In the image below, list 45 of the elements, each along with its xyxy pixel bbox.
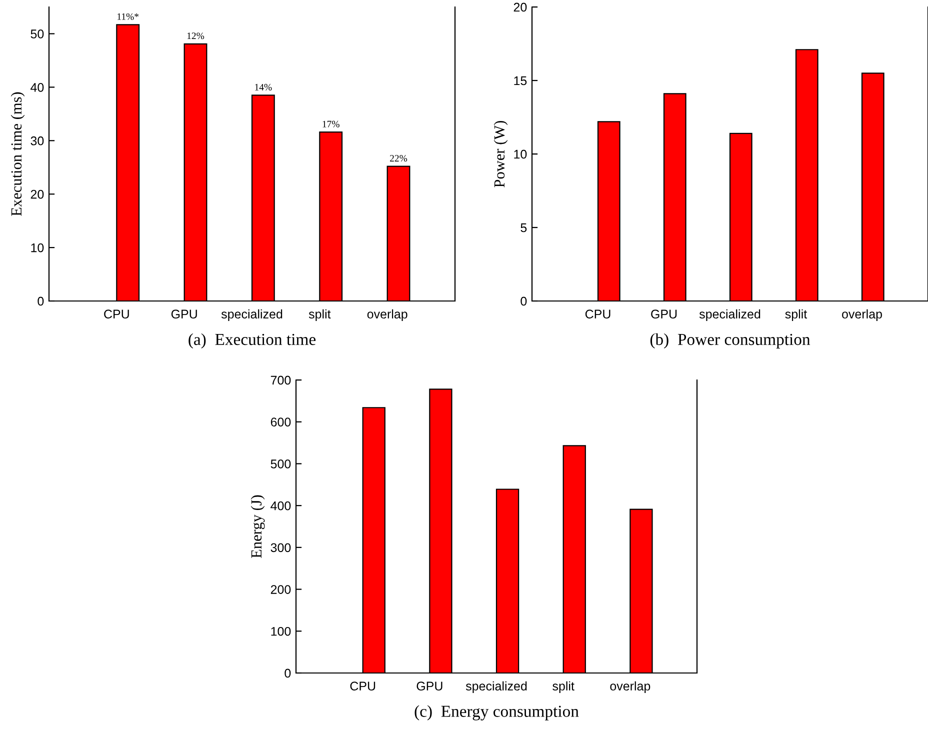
x-tick-label: overlap bbox=[842, 309, 882, 321]
y-tick-label: 5 bbox=[520, 223, 527, 232]
y-tick-label: 40 bbox=[30, 82, 44, 92]
y-tick-label: 0 bbox=[284, 668, 291, 678]
x-tick-label: overlap bbox=[610, 681, 650, 693]
x-tick-label: GPU bbox=[416, 682, 442, 691]
y-tick-label: 200 bbox=[270, 585, 291, 594]
y-tick-label: 50 bbox=[30, 30, 44, 38]
x-tick-label: split bbox=[552, 681, 574, 693]
text: (c) Energy consumption bbox=[414, 705, 579, 720]
x-tick-label: GPU bbox=[651, 310, 677, 319]
x-tick-label: specialized bbox=[699, 309, 760, 321]
y-tick-label: 0 bbox=[520, 296, 527, 306]
y-tick-label: 10 bbox=[514, 150, 527, 159]
y-axis-title: Power (W) bbox=[494, 120, 508, 188]
annotation: 22% bbox=[390, 154, 408, 162]
annotation: 17% bbox=[322, 120, 340, 128]
x-tick-label: overlap bbox=[367, 309, 408, 321]
x-tick-label: CPU bbox=[350, 682, 376, 691]
x-tick-label: CPU bbox=[104, 310, 129, 319]
annotation: 11%* bbox=[118, 13, 139, 20]
x-tick-label: split bbox=[308, 309, 331, 321]
y-tick-label: 20 bbox=[514, 2, 527, 12]
y-tick-label: 0 bbox=[38, 296, 44, 306]
y-tick-label: 700 bbox=[270, 376, 291, 385]
y-axis-title: Execution time (ms) bbox=[10, 92, 25, 216]
y-tick-label: 30 bbox=[30, 136, 44, 146]
x-tick-label: GPU bbox=[171, 310, 197, 319]
y-tick-label: 15 bbox=[514, 76, 527, 86]
x-tick-label: split bbox=[785, 309, 808, 321]
y-tick-label: 300 bbox=[270, 543, 291, 552]
y-tick-label: 100 bbox=[271, 626, 291, 636]
x-tick-label: CPU bbox=[585, 310, 610, 319]
text: (b) Power consumption bbox=[650, 333, 810, 348]
y-tick-label: 10 bbox=[31, 243, 44, 252]
text: (a) Execution time bbox=[188, 333, 316, 348]
y-tick-label: 20 bbox=[30, 190, 44, 199]
y-axis-title: Energy (J) bbox=[250, 495, 265, 558]
x-tick-label: specialized bbox=[221, 309, 282, 321]
annotation: 12% bbox=[187, 32, 204, 40]
y-tick-label: 500 bbox=[270, 460, 291, 468]
annotation: 14% bbox=[255, 84, 272, 90]
y-tick-label: 400 bbox=[270, 501, 291, 510]
x-tick-label: specialized bbox=[466, 681, 527, 693]
y-tick-label: 600 bbox=[270, 418, 291, 427]
